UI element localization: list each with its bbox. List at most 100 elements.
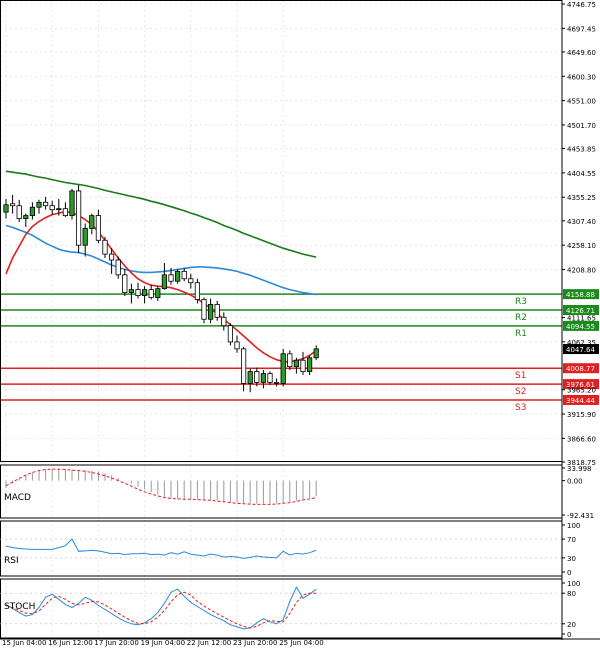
candle-body [148,289,154,298]
candle-body [306,357,313,372]
candle-body [273,382,280,384]
x-tick-label: 16 Jun 12:00 [48,639,92,647]
level-price-tag-r3 [563,289,599,300]
stoch-y-tick-label: 0 [567,631,571,639]
candle-body [234,341,240,350]
candles-layer [3,185,319,393]
candle-body [56,208,62,211]
rsi-y-tick-label: 70 [567,536,576,544]
candle-body [168,274,174,282]
level-price-tag-s2 [563,379,599,390]
candle-body [109,253,115,261]
candle-body [29,206,36,217]
candle-body [9,203,16,207]
level-price-label-r1: 4094.55 [566,323,595,331]
candle-body [102,239,108,255]
candle-body [174,270,181,282]
stoch-frame [0,578,563,639]
y-tick-label: 4404.55 [567,170,596,178]
macd-panel: 33.998 0.00 -92.431 MACD [0,464,594,520]
stoch-panel: 100 80 20 0 STOCH [0,578,580,639]
stoch-y-tick-label: 80 [567,590,576,598]
grid-layer [0,0,562,640]
rsi-y-tick-label: 30 [567,555,576,563]
candle-body [23,215,29,219]
stoch-y-tick-label: 100 [567,580,580,588]
candle-body [207,304,214,320]
candle-body [293,359,300,368]
level-price-tag-s3 [563,394,599,405]
x-tick-label: 22 Jun 12:00 [187,639,231,647]
candle-body [128,289,134,293]
ma-slow-line [5,170,317,258]
level-name-s2: S2 [515,387,526,397]
x-tick-label: 19 Jun 04:00 [141,639,185,647]
y-tick-label: 4600.30 [567,73,596,81]
rsi-line [5,538,317,559]
y-tick-label: 4355.25 [567,194,596,202]
macd-y-tick-label: 0.00 [567,478,583,486]
candle-body [194,282,200,300]
support-resistance-layer: R3 4158.88 R2 4126.71 R1 4094.55 S1 4008.77 S2 39… [0,289,599,413]
level-price-tag-s1 [563,363,599,374]
y-tick-label: 4551.00 [567,98,596,106]
stoch-d-line [5,591,317,629]
x-tick-label: 25 Jun 04:00 [279,639,323,647]
current-price-tag [563,344,599,355]
candle-body [287,353,293,368]
y-tick-label: 4697.45 [567,25,596,33]
x-tick-label: 15 Jun 04:00 [2,639,46,647]
stoch-k-line [5,586,317,630]
y-tick-label: 4111.65 [567,314,596,322]
candle-body [221,316,227,327]
rsi-label: RSI [4,556,19,566]
candle-body [240,348,247,384]
candle-body [260,373,267,383]
rsi-y-tick-label: 100 [567,522,580,530]
rsi-panel: 100 70 30 0 RSI [0,520,580,577]
candle-body [122,274,128,293]
candle-body [115,259,121,276]
candle-body [82,228,88,246]
candle-body [49,205,55,211]
candle-body [155,288,161,298]
level-name-s1: S1 [515,371,526,381]
macd-y-tick-label: -92.431 [567,512,594,520]
candle-body [43,201,49,207]
candle-body [214,304,220,318]
y-tick-label: 4208.80 [567,266,596,274]
candle-body [135,289,141,296]
candle-body [267,373,273,383]
y-tick-label: 4062.35 [567,339,596,347]
stoch-label: STOCH [4,602,35,612]
current-price-label: 4047.64 [566,346,595,354]
level-price-label-s1: 4008.77 [566,365,595,373]
moving-averages-layer [5,170,317,363]
level-name-r1: R1 [515,329,527,339]
candle-body [181,270,187,280]
rsi-y-tick-label: 0 [567,569,571,577]
y-tick-label: 4649.60 [567,49,596,57]
candle-body [161,274,167,290]
candle-body [201,299,207,320]
level-price-label-r2: 4126.71 [566,307,595,315]
y-tick-label: 3915.90 [567,411,596,419]
candle-body [3,204,9,213]
level-price-label-r3: 4158.88 [566,291,595,299]
y-tick-label: 4501.70 [567,122,596,130]
macd-signal-line [5,468,317,505]
candle-body [300,359,306,372]
y-tick-label: 4258.10 [567,242,596,250]
y-tick-label: 4746.75 [567,1,596,9]
candle-body [254,371,260,383]
candle-body [89,215,95,229]
stoch-y-tick-label: 20 [567,621,576,629]
level-name-r2: R2 [515,313,527,323]
ma-mid-line [5,224,317,296]
rsi-frame [0,520,563,577]
candle-body [227,325,233,343]
candle-body [280,353,286,384]
